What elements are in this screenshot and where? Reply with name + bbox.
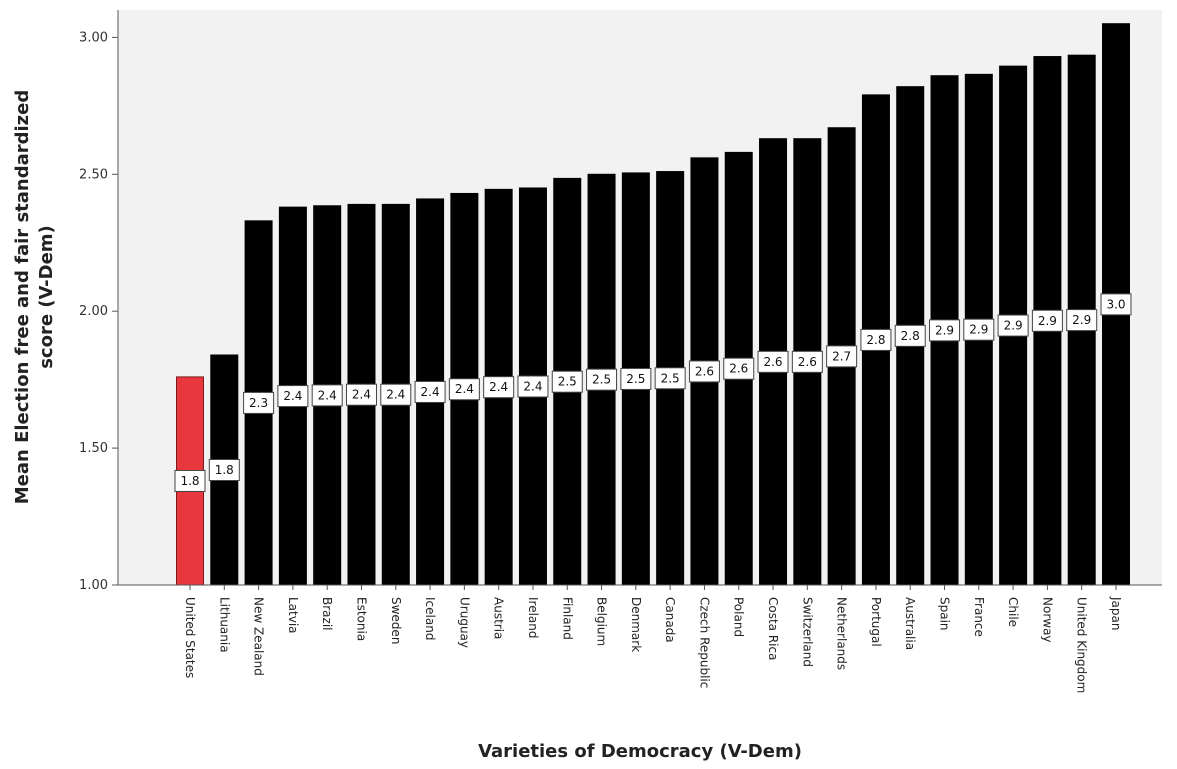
x-tick-label: New Zealand [252,597,266,676]
x-tick-label: Japan [1109,596,1123,630]
svg-text:2.6: 2.6 [729,362,748,376]
data-label: 2.9 [929,319,961,342]
y-tick-label: 2.00 [79,304,108,319]
x-tick-label: Switzerland [800,597,814,667]
y-axis-title-line-2: score (V-Dem) [36,225,57,369]
data-label: 1.8 [174,469,206,492]
x-tick-label: United Kingdom [1075,597,1089,693]
x-tick-label: Brazil [320,597,334,631]
data-label: 2.4 [311,384,343,407]
x-tick-label: Ireland [526,597,540,639]
data-label: 2.4 [517,375,549,398]
y-ticks-group: 1.00 1.50 2.00 2.50 3.00 [79,30,118,593]
y-tick-label: 3.00 [79,30,108,45]
x-tick-label: France [972,597,986,637]
data-label: 2.4 [345,383,377,406]
svg-text:2.9: 2.9 [1072,313,1091,327]
x-tick-label: Estonia [354,597,368,641]
y-tick-label: 1.50 [79,441,108,456]
svg-text:2.4: 2.4 [318,388,337,402]
svg-text:2.9: 2.9 [935,323,954,337]
data-label: 2.9 [997,314,1029,337]
x-tick-label: Norway [1040,597,1054,643]
svg-text:2.4: 2.4 [455,382,474,396]
x-tick-label: Denmark [629,597,643,652]
x-tick-label: Poland [732,597,746,637]
svg-text:2.4: 2.4 [283,389,302,403]
data-label: 2.8 [860,328,892,351]
x-tick-label: Costa Rica [766,597,780,660]
svg-text:2.5: 2.5 [661,371,680,385]
svg-text:2.4: 2.4 [386,388,405,402]
x-tick-label: Portugal [869,597,883,647]
data-label: 2.9 [963,318,995,341]
x-tick-labels-group: United States Lithuania New Zealand Latvia B… [183,585,1123,693]
svg-text:2.9: 2.9 [1038,314,1057,328]
data-label: 2.8 [894,324,926,347]
x-tick-label: Canada [663,597,677,643]
svg-text:2.6: 2.6 [695,364,714,378]
data-label: 2.6 [723,357,755,380]
data-label: 2.5 [551,370,583,393]
svg-text:2.6: 2.6 [763,355,782,369]
svg-text:2.8: 2.8 [866,333,885,347]
data-labels-group: 1.8 1.8 2.3 2.4 2.4 2.4 2.4 2.4 2.4 2.4 2.4 2.5 2.5 2… [174,293,1132,492]
data-label: 2.5 [620,367,652,390]
data-label: 1.8 [208,459,240,481]
svg-text:2.8: 2.8 [901,329,920,343]
x-tick-label: Sweden [389,597,403,644]
x-tick-label: Latvia [286,597,300,634]
data-label: 2.9 [1031,309,1063,332]
svg-text:2.5: 2.5 [626,372,645,386]
svg-text:1.8: 1.8 [180,474,199,488]
svg-text:2.3: 2.3 [249,396,268,410]
svg-text:2.7: 2.7 [832,349,851,363]
data-label: 2.6 [757,350,789,373]
svg-text:2.5: 2.5 [592,373,611,387]
x-tick-label: Iceland [423,597,437,640]
svg-text:2.6: 2.6 [798,355,817,369]
x-tick-label: United States [183,597,197,678]
x-tick-label: Czech Republic [697,597,711,688]
data-label: 2.4 [414,380,446,403]
data-label: 2.9 [1066,309,1098,332]
svg-text:2.5: 2.5 [558,375,577,389]
x-tick-label: Austria [492,597,506,639]
x-tick-label: Uruguay [457,597,471,648]
data-label: 2.6 [688,360,720,383]
data-label: 2.4 [483,376,515,399]
x-tick-label: Lithuania [217,597,231,653]
data-label: 2.5 [586,368,618,391]
svg-text:2.4: 2.4 [523,379,542,393]
svg-text:2.9: 2.9 [969,323,988,337]
y-tick-label: 1.00 [79,578,108,593]
x-tick-label: Australia [903,597,917,650]
data-label: 3.0 [1100,293,1132,316]
data-label: 2.7 [826,345,858,368]
svg-text:2.4: 2.4 [352,388,371,402]
svg-text:2.4: 2.4 [489,380,508,394]
svg-text:1.8: 1.8 [215,463,234,477]
x-tick-label: Belgium [595,597,609,646]
data-label: 2.5 [654,367,686,390]
svg-text:2.9: 2.9 [1004,319,1023,333]
y-axis-title-line-1: Mean Election free and fair standardized [12,90,33,505]
x-tick-label: Netherlands [835,597,849,670]
y-tick-label: 2.50 [79,167,108,182]
data-label: 2.3 [243,391,275,414]
svg-text:3.0: 3.0 [1106,297,1125,311]
x-axis-title: Varieties of Democracy (V-Dem) [478,741,802,762]
data-label: 2.4 [380,383,412,406]
x-tick-label: Finland [560,597,574,640]
x-tick-label: Spain [938,597,952,631]
svg-text:2.4: 2.4 [421,385,440,399]
data-label: 2.4 [277,385,309,408]
data-label: 2.6 [791,350,823,373]
x-tick-label: Chile [1006,597,1020,627]
data-label: 2.4 [448,378,480,401]
